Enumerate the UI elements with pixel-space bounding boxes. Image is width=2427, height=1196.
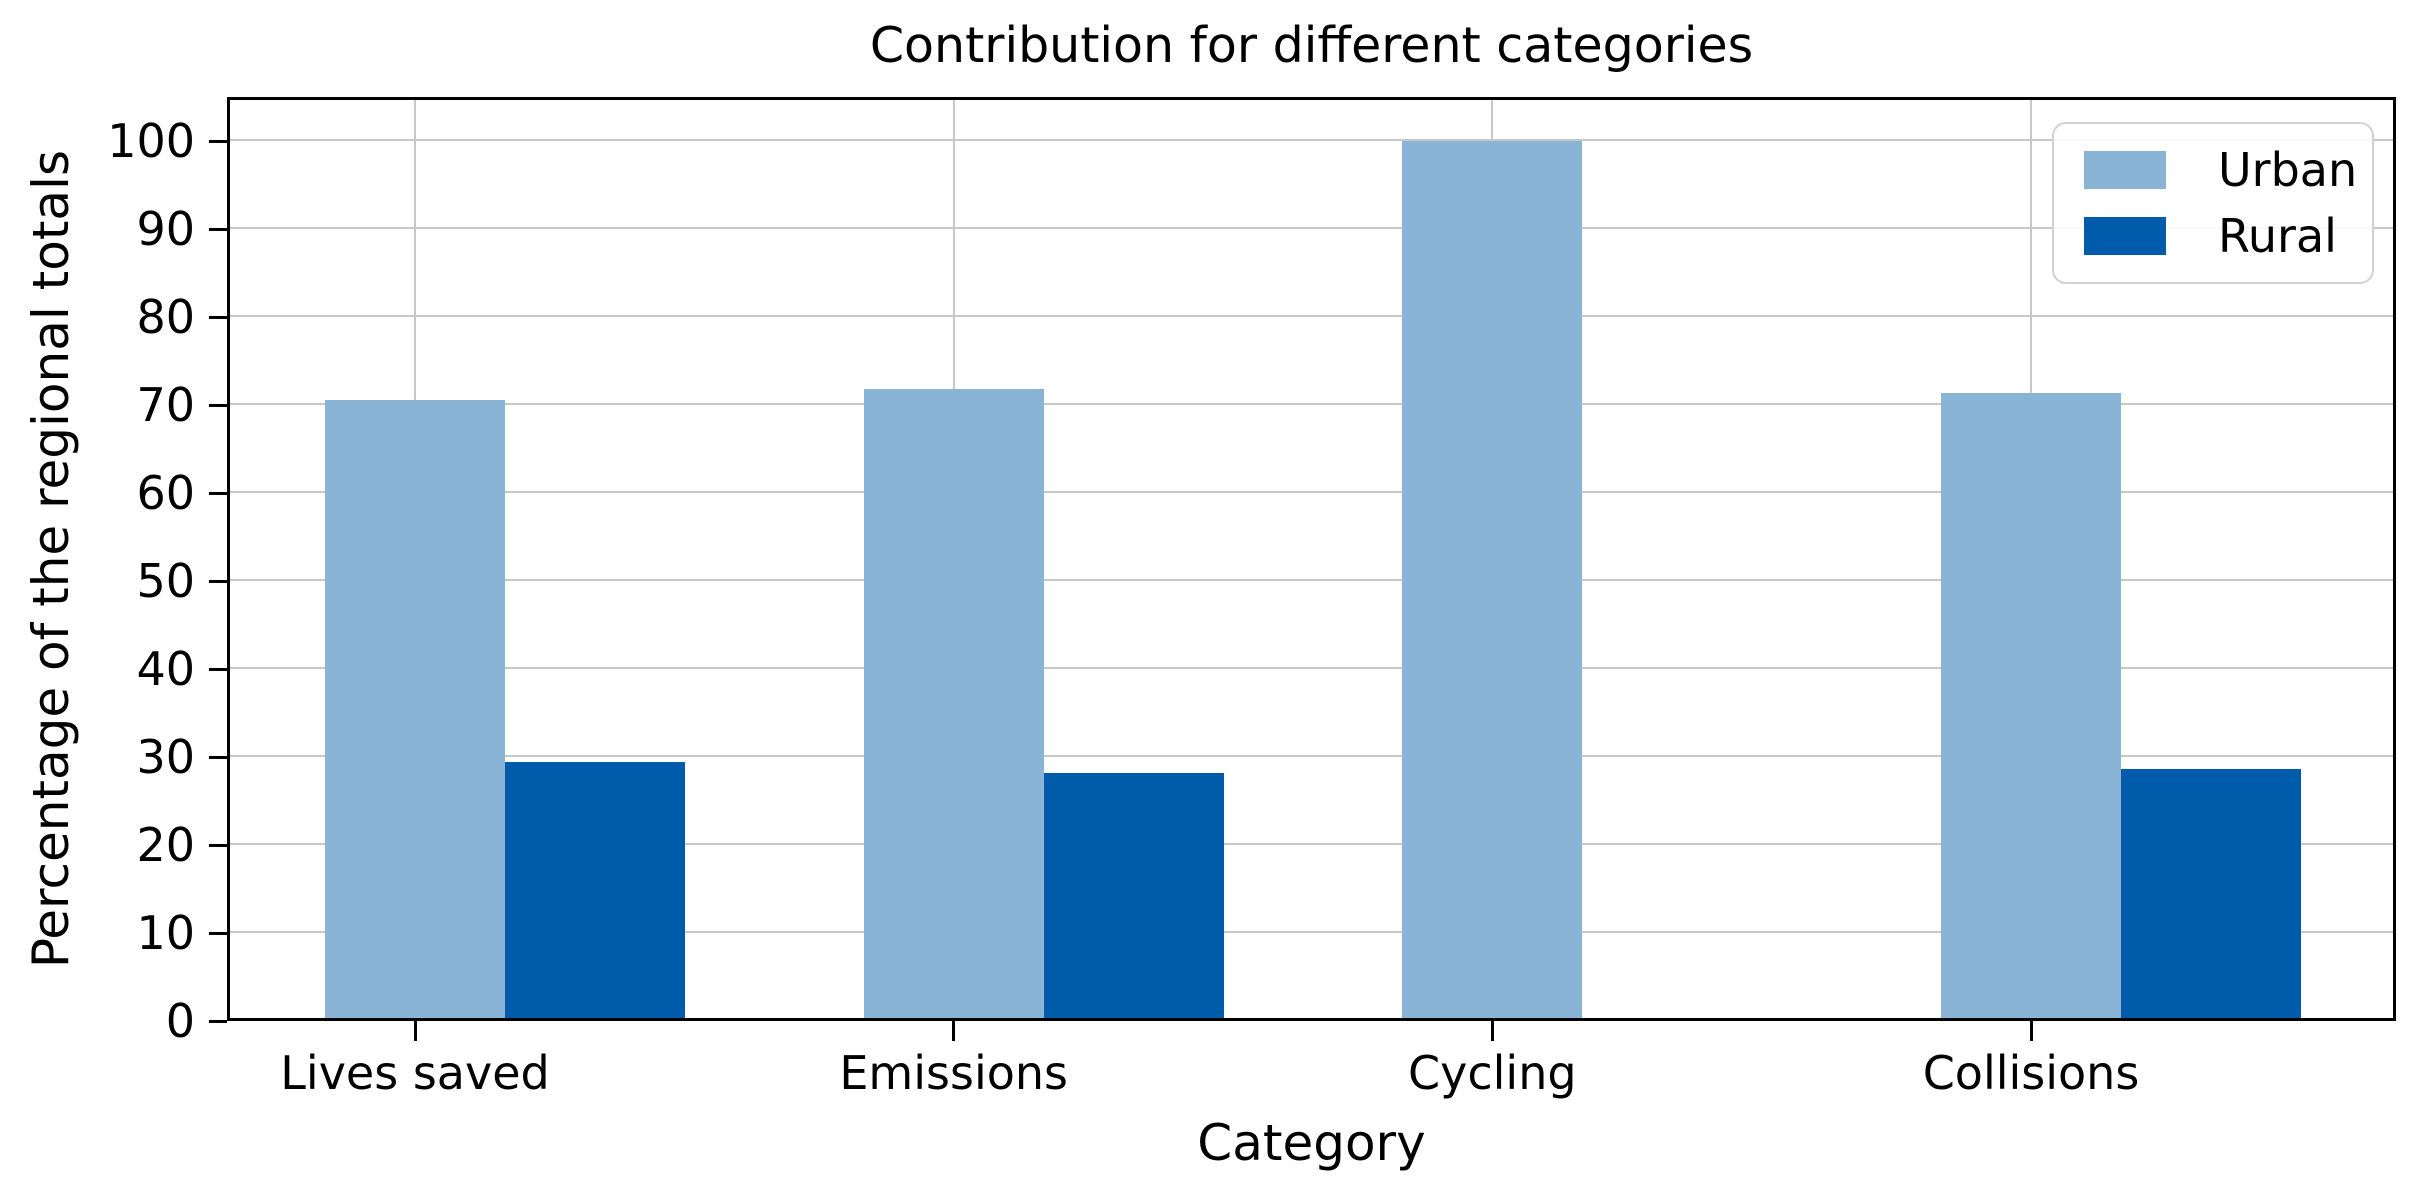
bar-rural-3	[2121, 769, 2301, 1021]
legend-swatch-rural	[2084, 216, 2166, 255]
plot-area	[227, 97, 2396, 1021]
y-tick-label: 40	[136, 642, 195, 696]
x-tick-label: Cycling	[1408, 1046, 1577, 1100]
y-tick-label: 90	[136, 202, 195, 256]
legend: Urban Rural	[2052, 122, 2374, 284]
y-gridline	[227, 755, 2396, 757]
bar-urban-3	[1941, 392, 2121, 1021]
x-axis-label: Category	[1197, 1114, 1426, 1172]
x-tick-label: Emissions	[839, 1046, 1068, 1100]
y-tick-mark	[209, 403, 227, 407]
y-tick-label: 70	[136, 378, 195, 432]
legend-item-urban: Urban	[2084, 145, 2372, 195]
y-tick-mark	[209, 227, 227, 231]
y-gridline	[227, 931, 2396, 933]
legend-label-rural: Rural	[2218, 208, 2337, 263]
y-tick-label: 0	[165, 994, 195, 1048]
y-tick-label: 80	[136, 290, 195, 344]
y-tick-mark	[209, 843, 227, 847]
legend-item-rural: Rural	[2084, 211, 2372, 261]
y-gridline	[227, 579, 2396, 581]
y-tick-mark	[209, 579, 227, 583]
x-tick-mark	[2029, 1021, 2033, 1041]
y-gridline	[227, 491, 2396, 493]
y-tick-mark	[209, 139, 227, 143]
bar-rural-1	[1043, 772, 1224, 1021]
y-tick-mark	[209, 931, 227, 935]
x-tick-mark	[1490, 1021, 1494, 1041]
x-tick-label: Collisions	[1922, 1046, 2140, 1100]
y-tick-label: 50	[136, 554, 195, 608]
x-tick-mark	[952, 1021, 956, 1041]
bar-rural-0	[505, 762, 685, 1021]
bar-urban-1	[863, 389, 1044, 1021]
y-tick-label: 60	[136, 466, 195, 520]
y-gridline	[227, 139, 2396, 141]
y-tick-mark	[209, 315, 227, 319]
y-gridline	[227, 403, 2396, 406]
y-tick-label: 10	[136, 906, 195, 960]
bar-urban-0	[325, 399, 505, 1021]
y-gridline	[227, 315, 2396, 317]
y-gridline	[227, 667, 2396, 669]
bar-urban-2	[1402, 141, 1583, 1021]
y-tick-mark	[209, 667, 227, 671]
x-tick-label: Lives saved	[280, 1046, 550, 1100]
y-tick-mark	[209, 1019, 227, 1023]
y-tick-label: 100	[107, 114, 195, 168]
y-tick-label: 20	[136, 818, 195, 872]
legend-label-urban: Urban	[2218, 143, 2358, 198]
y-tick-mark	[209, 755, 227, 759]
y-gridline	[227, 843, 2396, 845]
x-tick-mark	[413, 1021, 417, 1041]
legend-swatch-urban	[2084, 151, 2166, 190]
y-tick-label: 30	[136, 730, 195, 784]
y-tick-mark	[209, 491, 227, 495]
y-gridline	[227, 227, 2396, 229]
chart-title: Contribution for different categories	[869, 17, 1754, 74]
